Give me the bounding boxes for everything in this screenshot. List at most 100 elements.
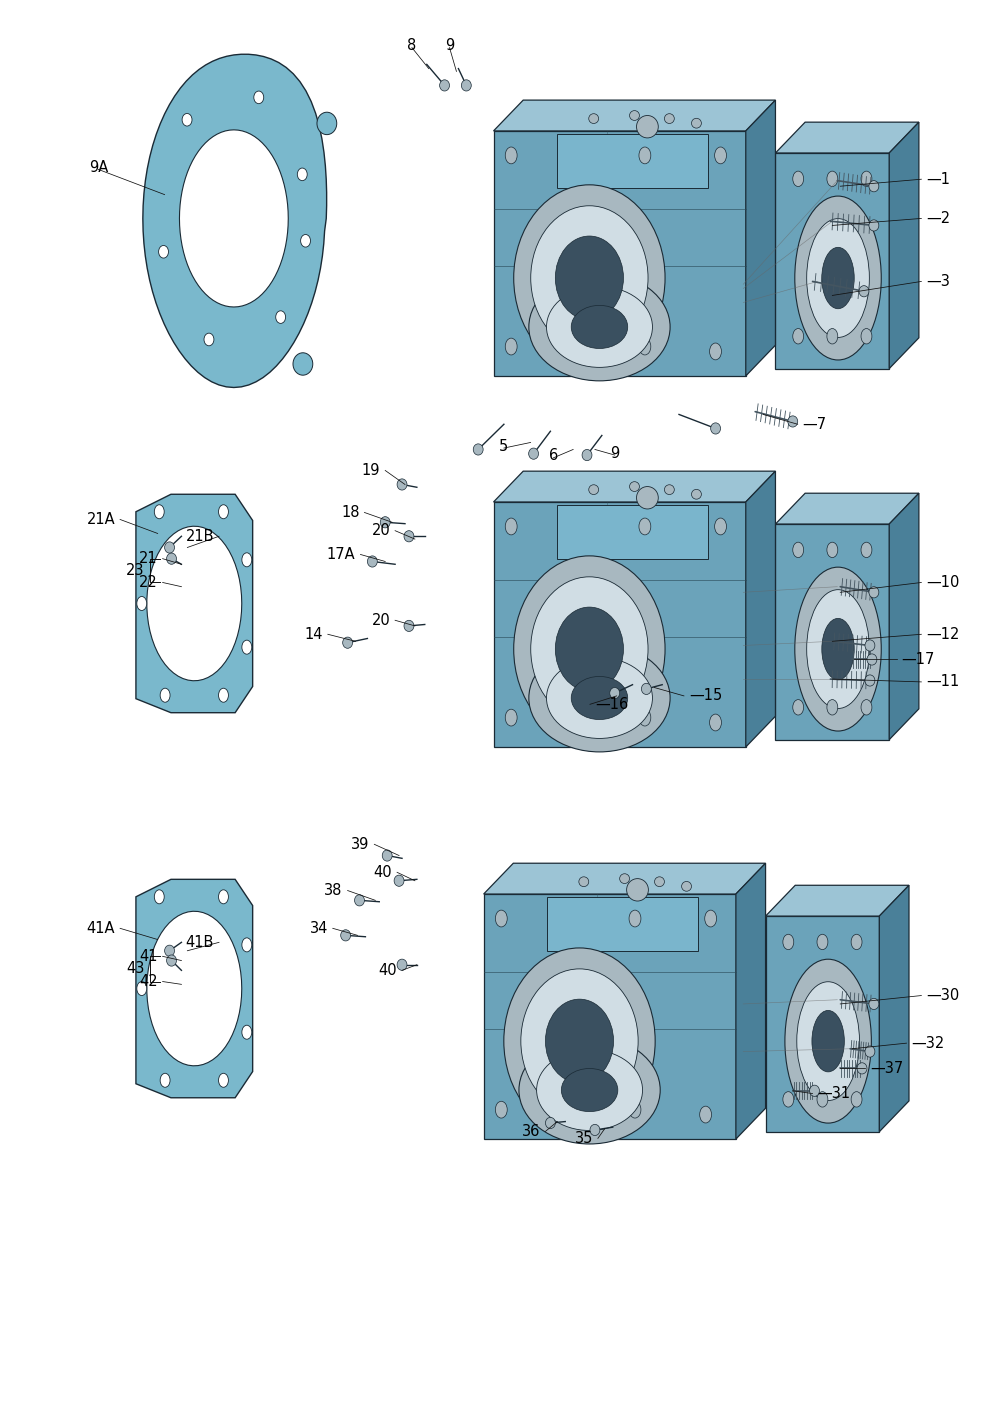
Ellipse shape [514,556,665,742]
Ellipse shape [571,676,628,720]
Ellipse shape [851,934,862,950]
Ellipse shape [857,1062,867,1073]
Ellipse shape [397,478,407,490]
Ellipse shape [529,274,671,380]
Ellipse shape [642,683,652,694]
Polygon shape [889,122,919,369]
Ellipse shape [827,171,838,187]
Ellipse shape [529,644,671,752]
Ellipse shape [691,118,701,128]
Text: —1: —1 [927,171,950,187]
Ellipse shape [546,1117,556,1128]
Ellipse shape [519,1037,661,1143]
Text: 6: 6 [549,449,558,463]
Ellipse shape [382,850,392,861]
Ellipse shape [404,530,414,542]
Ellipse shape [811,1010,844,1072]
Ellipse shape [861,542,872,557]
Polygon shape [147,912,242,1066]
Text: 40: 40 [379,962,397,978]
Ellipse shape [629,1101,641,1118]
Text: —32: —32 [912,1035,944,1051]
Ellipse shape [821,247,854,309]
Ellipse shape [588,114,598,123]
Polygon shape [766,916,879,1132]
Ellipse shape [546,999,613,1083]
Text: 41: 41 [139,948,158,964]
Text: —17: —17 [902,652,934,666]
Ellipse shape [165,542,175,553]
Ellipse shape [797,982,859,1100]
Polygon shape [879,885,909,1132]
Ellipse shape [637,115,659,137]
Ellipse shape [547,658,653,738]
Ellipse shape [473,443,483,455]
Ellipse shape [461,80,471,91]
Ellipse shape [531,206,648,351]
Ellipse shape [665,485,675,494]
Ellipse shape [218,1073,228,1087]
Text: 36: 36 [522,1124,541,1139]
Ellipse shape [529,448,539,459]
Ellipse shape [710,422,720,434]
Polygon shape [494,471,776,502]
Text: —12: —12 [927,627,959,641]
Ellipse shape [218,689,228,703]
Ellipse shape [793,542,804,557]
Ellipse shape [639,518,651,535]
Text: —37: —37 [870,1061,903,1076]
Ellipse shape [505,518,517,535]
Ellipse shape [783,934,794,950]
Ellipse shape [709,714,721,731]
Polygon shape [557,505,708,558]
Ellipse shape [317,112,336,135]
Text: 20: 20 [371,523,390,539]
Text: 35: 35 [574,1131,593,1146]
Ellipse shape [160,689,170,703]
Text: 22: 22 [139,575,158,591]
Ellipse shape [397,960,407,971]
Polygon shape [776,525,889,739]
Ellipse shape [682,881,691,891]
Ellipse shape [630,481,640,491]
Ellipse shape [495,911,507,927]
Text: 40: 40 [374,864,392,880]
Polygon shape [494,100,776,130]
Text: 21: 21 [139,551,158,567]
Ellipse shape [639,338,651,355]
Ellipse shape [869,220,879,231]
Ellipse shape [865,640,875,651]
Ellipse shape [639,709,651,725]
Ellipse shape [620,874,630,884]
Polygon shape [736,863,766,1139]
Polygon shape [484,863,766,894]
Ellipse shape [537,1049,643,1131]
Ellipse shape [242,937,252,951]
Ellipse shape [242,640,252,654]
Ellipse shape [714,518,726,535]
Ellipse shape [630,111,640,121]
Polygon shape [143,55,326,387]
Ellipse shape [137,596,147,610]
Ellipse shape [861,328,872,344]
Text: 42: 42 [139,974,158,989]
Ellipse shape [495,1101,507,1118]
Ellipse shape [827,700,838,716]
Text: —15: —15 [688,689,722,703]
Ellipse shape [218,890,228,904]
Polygon shape [136,494,253,713]
Ellipse shape [439,80,449,91]
Ellipse shape [531,577,648,721]
Text: 39: 39 [351,836,369,852]
Ellipse shape [242,1026,252,1040]
Ellipse shape [159,246,169,258]
Ellipse shape [795,196,881,361]
Text: 38: 38 [324,882,342,898]
Polygon shape [889,494,919,739]
Ellipse shape [547,286,653,368]
Ellipse shape [610,687,620,699]
Ellipse shape [809,1085,819,1096]
Ellipse shape [869,586,879,598]
Text: 17A: 17A [327,547,355,563]
Text: —7: —7 [803,417,826,432]
